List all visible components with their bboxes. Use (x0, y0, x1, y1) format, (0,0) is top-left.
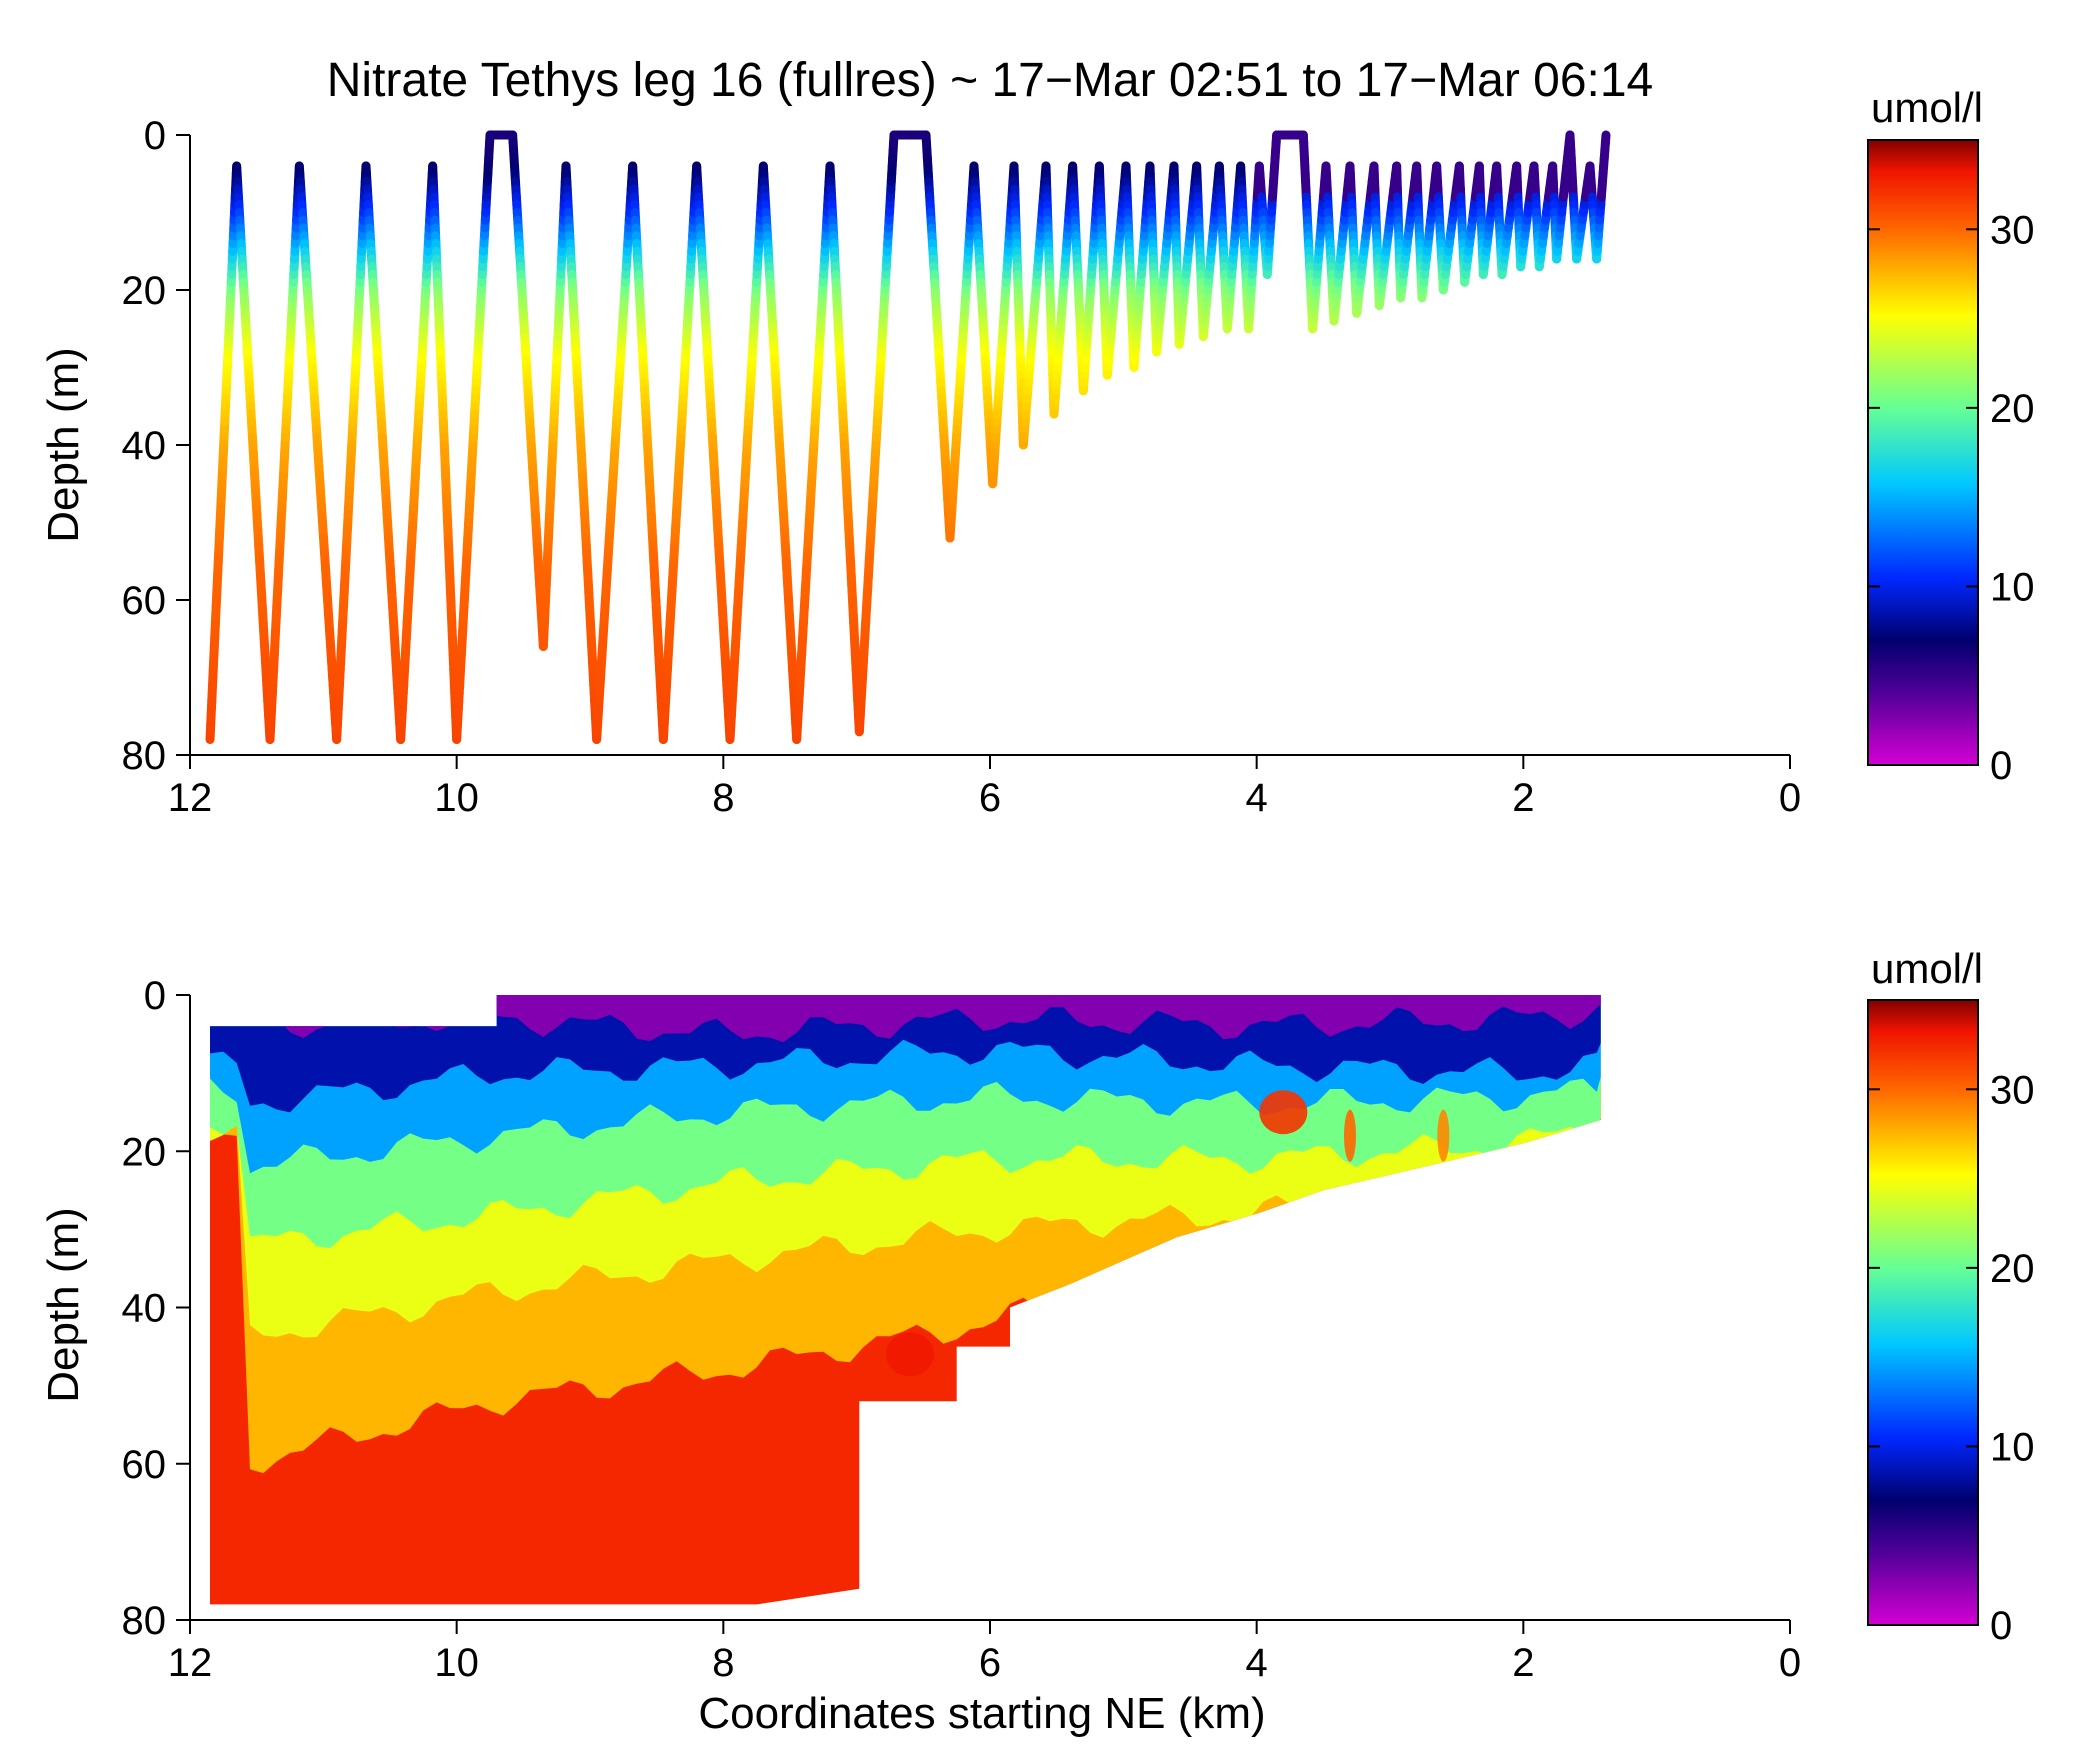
colorbar-tick-label: 30 (1990, 208, 2035, 252)
y-tick-label: 60 (122, 1443, 167, 1487)
colorbar-unit-label: umol/l (1871, 84, 1983, 131)
colorbar-tick-label: 0 (1990, 1604, 2012, 1648)
field-band (210, 995, 1601, 1043)
y-tick-label: 0 (144, 114, 166, 158)
colorbar-gradient (1867, 139, 1979, 766)
colorbar-ticks: 0 10 20 30 (1868, 1068, 2035, 1648)
field-layers (210, 995, 1601, 1605)
profile-segment (1600, 130, 1611, 148)
colorbar-unit-label: umol/l (1871, 945, 1983, 992)
colorbar-tick-label: 30 (1990, 1068, 2035, 1112)
y-tick-label: 60 (122, 579, 167, 623)
field-feature (886, 1332, 934, 1377)
colorbar-tick-label: 10 (1990, 565, 2035, 609)
y-tick-label: 40 (122, 424, 167, 468)
colorbar-ticks: 0 10 20 30 (1868, 208, 2035, 788)
field-feature (1344, 1109, 1356, 1162)
y-tick-label: 80 (122, 734, 167, 778)
x-tick-label: 4 (1246, 1641, 1268, 1685)
y-tick-label: 20 (122, 269, 167, 313)
colorbar-tick-label: 0 (1990, 744, 2012, 788)
x-tick-label: 0 (1779, 1641, 1801, 1685)
x-tick-label: 2 (1512, 1641, 1534, 1685)
x-tick-label: 6 (979, 1641, 1001, 1685)
colorbar-top: umol/l 0 10 20 30 (1867, 84, 2035, 788)
x-tick-label: 8 (712, 776, 734, 820)
y-tick-label: 40 (122, 1287, 167, 1331)
field-feature (1437, 1109, 1450, 1162)
y-axis-label-top: Depth (m) (39, 347, 88, 543)
y-tick-label: 80 (122, 1599, 167, 1643)
x-tick-label: 12 (168, 1641, 213, 1685)
yo-profile-path (205, 130, 1611, 744)
x-tick-label: 12 (168, 776, 213, 820)
x-tick-label: 4 (1246, 776, 1268, 820)
x-axis-label: Coordinates starting NE (km) (698, 1689, 1265, 1738)
x-tick-label: 0 (1779, 776, 1801, 820)
colorbar-tick-label: 10 (1990, 1425, 2035, 1469)
x-tick-label: 6 (979, 776, 1001, 820)
x-tick-label: 10 (434, 1641, 479, 1685)
colorbar-bottom: umol/l 0 10 20 30 (1867, 945, 2035, 1648)
nitrate-contour-field (210, 995, 1601, 1605)
x-tick-label: 10 (434, 776, 479, 820)
x-tick-label: 8 (712, 1641, 734, 1685)
colorbar-gradient (1867, 999, 1979, 1626)
chart-title: Nitrate Tethys leg 16 (fullres) ~ 17−Mar… (327, 54, 1654, 107)
x-tick-label: 2 (1512, 776, 1534, 820)
colorbar-tick-label: 20 (1990, 387, 2035, 431)
y-axis-label-bottom: Depth (m) (39, 1207, 88, 1403)
y-tick-label: 20 (122, 1130, 167, 1174)
colorbar-tick-label: 20 (1990, 1247, 2035, 1291)
y-tick-label: 0 (144, 974, 166, 1018)
field-feature (1259, 1090, 1308, 1135)
